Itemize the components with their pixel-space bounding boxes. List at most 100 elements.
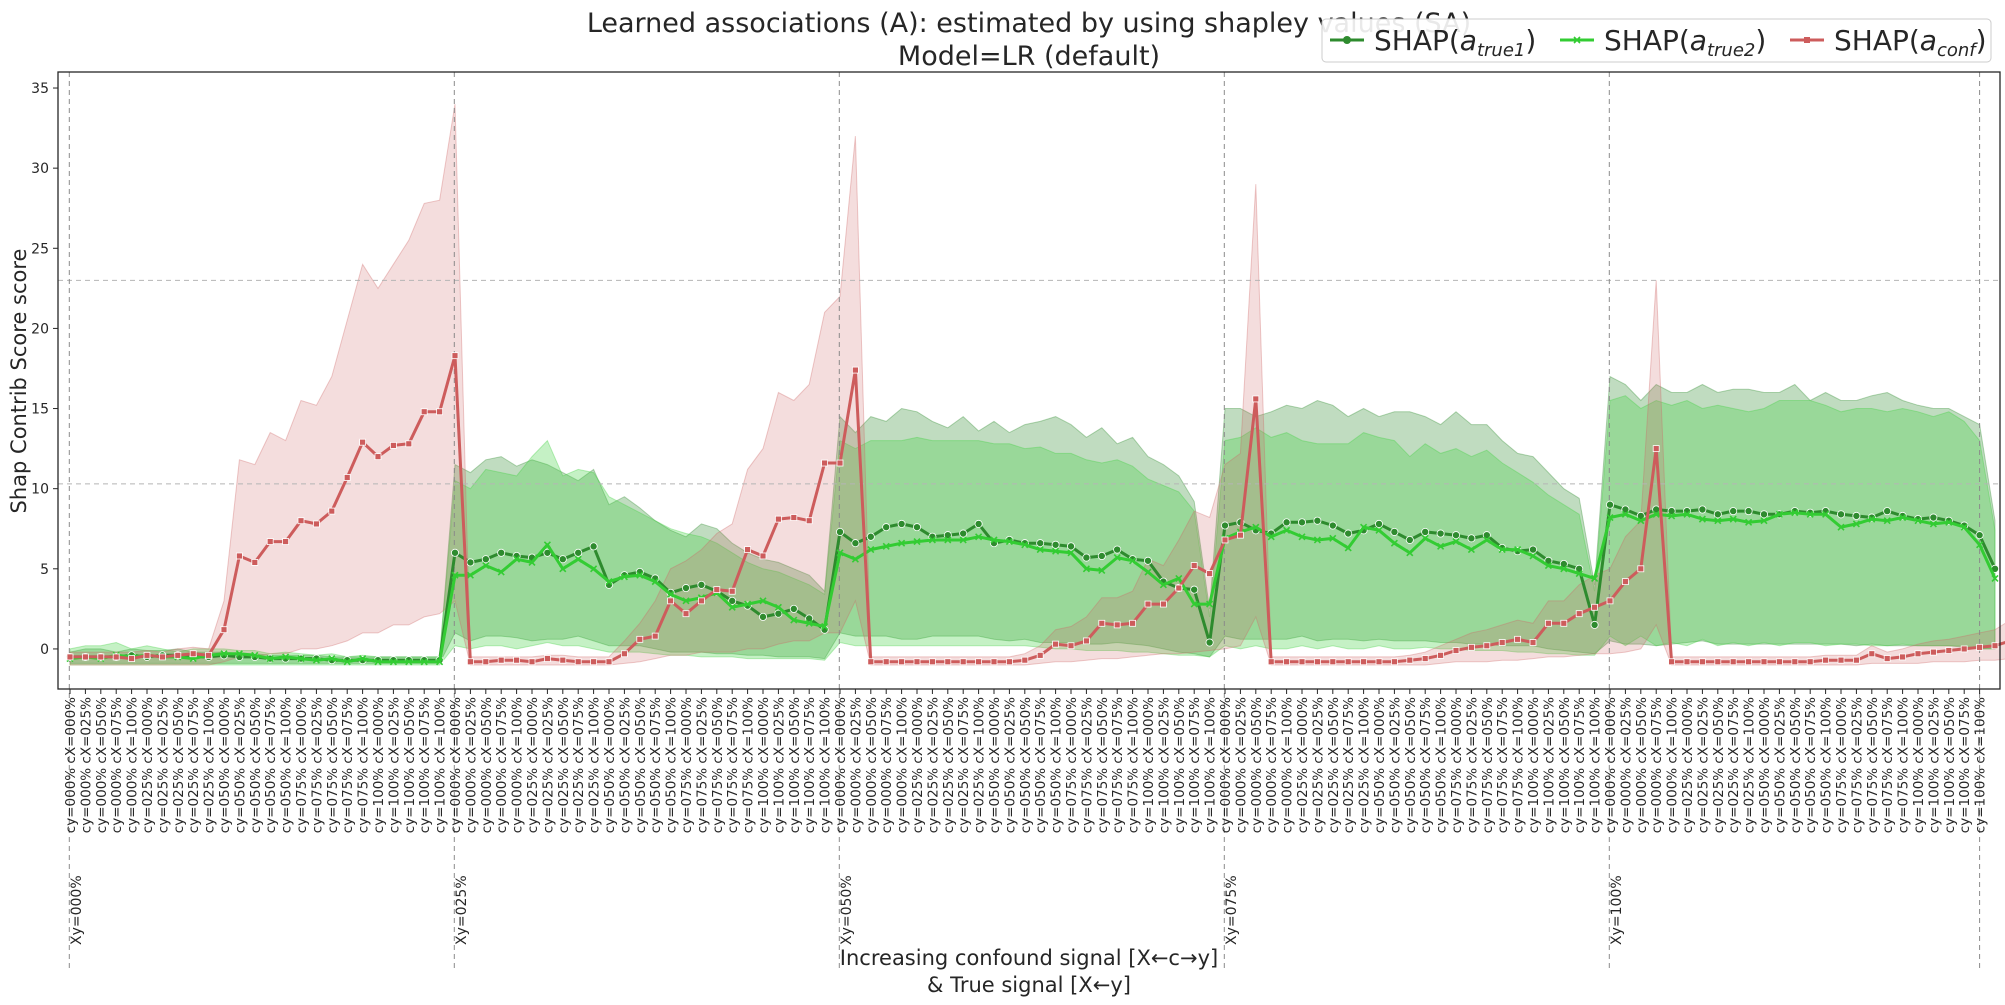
data-point: [436, 408, 444, 416]
x-tick-label: cy=025% cX=100%: [202, 697, 218, 833]
data-point: [866, 532, 875, 541]
data-point: [374, 453, 382, 461]
data-point: [1945, 518, 1953, 526]
x-tick-label: cy=100% cX=075%: [1957, 697, 1973, 833]
data-point: [1483, 536, 1491, 544]
x-tick-label: cy=025% cX=050%: [556, 697, 572, 833]
data-point: [1976, 541, 1984, 549]
x-tick-label: cy=050% cX=075%: [1033, 697, 1049, 833]
x-tick-label: cy=000% cX=075%: [879, 697, 895, 833]
data-point: [235, 650, 243, 658]
data-point: [1883, 507, 1892, 516]
x-tick-label: cy=000% cX=075%: [109, 697, 125, 833]
data-point: [990, 658, 998, 666]
x-tick-label: cy=025% cX=075%: [186, 697, 202, 833]
data-point: [959, 529, 968, 538]
x-tick-label: cy=000% cX=025%: [1618, 697, 1634, 833]
x-tick-label: cy=025% cX=025%: [1695, 697, 1711, 833]
data-point: [1668, 512, 1676, 520]
x-tick-label: cy=100% cX=100%: [1203, 697, 1219, 833]
x-tick-label: cy=075% cX=075%: [1495, 697, 1511, 833]
data-point: [682, 597, 690, 605]
data-point: [636, 635, 644, 643]
data-point: [1698, 515, 1706, 523]
data-point: [266, 538, 274, 545]
data-point: [359, 654, 367, 663]
data-point: [1206, 570, 1213, 578]
x-tick-label: cy=100% cX=100%: [1588, 697, 1604, 833]
data-point: [1052, 640, 1059, 648]
data-point: [543, 541, 551, 549]
data-point: [297, 654, 305, 663]
x-tick-label: cy=100% cX=000%: [371, 697, 387, 833]
data-point: [1760, 658, 1768, 666]
data-point: [975, 658, 982, 666]
data-point: [389, 442, 397, 449]
data-point: [312, 520, 320, 528]
data-point: [1036, 539, 1045, 548]
data-point: [1205, 638, 1214, 647]
data-point: [1021, 656, 1029, 664]
data-point: [1005, 537, 1013, 546]
group-label: Xy=100%: [1609, 875, 1625, 945]
data-point: [959, 658, 967, 666]
data-point: [1051, 540, 1060, 549]
x-tick-label: cy=050% cX=000%: [217, 697, 233, 833]
data-point: [944, 658, 952, 666]
x-tick-label: cy=025% cX=000%: [1680, 697, 1696, 833]
x-tick-label: cy=025% cX=025%: [540, 697, 556, 833]
data-point: [590, 658, 597, 666]
data-point: [898, 658, 905, 666]
data-point: [913, 537, 921, 546]
data-point: [1929, 520, 1937, 528]
data-point: [1221, 521, 1230, 530]
x-tick-label: cy=100% cX=000%: [1141, 697, 1157, 833]
data-point: [1590, 620, 1599, 629]
data-point: [1945, 647, 1953, 654]
data-point: [1745, 518, 1753, 526]
data-point: [544, 655, 551, 662]
x-tick-label: cy=025% cX=025%: [1310, 697, 1326, 833]
group-label: Xy=075%: [1224, 875, 1240, 945]
x-tick-label: cy=050% cX=100%: [1049, 697, 1065, 833]
x-tick-label: cy=100% cX=050%: [1172, 697, 1188, 833]
data-point: [1452, 647, 1460, 654]
data-point: [251, 558, 259, 566]
data-point: [1421, 527, 1430, 536]
x-tick-label: cy=025% cX=100%: [1742, 697, 1758, 833]
data-point: [1575, 570, 1583, 578]
x-tick-label: cy=100% cX=100%: [433, 697, 449, 833]
x-tick-label: cy=050% cX=025%: [1002, 697, 1018, 833]
data-point: [851, 555, 859, 563]
x-tick-label: cy=075% cX=000%: [679, 697, 695, 833]
data-point: [328, 654, 336, 663]
x-tick-label: cy=000% cX=100%: [125, 697, 141, 833]
data-point: [1975, 531, 1984, 540]
data-point: [774, 609, 783, 618]
data-point: [1729, 658, 1737, 666]
data-point: [574, 658, 582, 666]
data-point: [728, 603, 736, 611]
data-point: [1313, 516, 1322, 525]
data-point: [1899, 513, 1907, 522]
data-point: [1406, 656, 1414, 664]
series-line-2: [69, 511, 1997, 664]
data-point: [1591, 574, 1599, 582]
data-point: [143, 651, 151, 659]
data-point: [605, 658, 613, 666]
data-point: [1298, 533, 1306, 541]
x-tick-label: cy=100% cX=025%: [1926, 697, 1942, 833]
x-tick-label: cy=025% cX=100%: [972, 697, 988, 833]
data-point: [1175, 574, 1183, 582]
data-point: [389, 658, 397, 666]
data-point: [1421, 655, 1429, 662]
data-point: [1714, 658, 1722, 666]
data-point: [128, 655, 136, 662]
data-point: [1991, 574, 1999, 582]
data-point: [420, 408, 428, 416]
data-point: [897, 519, 906, 528]
data-point: [1097, 551, 1106, 560]
x-tick-label: cy=075% cX=050%: [1865, 697, 1881, 833]
x-tick-label: cy=000% cX=025%: [1233, 697, 1249, 833]
data-point: [574, 555, 582, 563]
